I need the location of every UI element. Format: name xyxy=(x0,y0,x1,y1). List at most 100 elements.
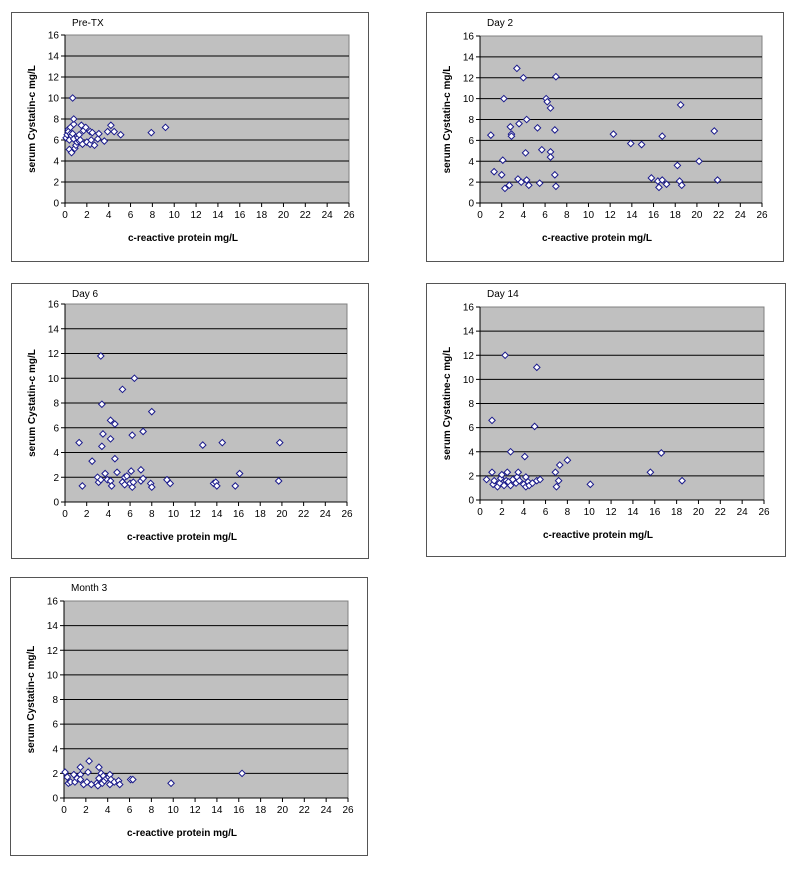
x-tick-label: 4 xyxy=(106,509,112,520)
data-point xyxy=(551,468,560,477)
data-point xyxy=(506,447,515,456)
x-tick-label: 8 xyxy=(149,509,155,520)
data-point xyxy=(552,72,560,81)
x-tick-label: 18 xyxy=(256,210,268,221)
data-point xyxy=(63,773,72,781)
data-point xyxy=(147,128,156,137)
x-tick-label: 6 xyxy=(127,509,133,520)
x-tick-label: 10 xyxy=(168,509,180,520)
data-point xyxy=(130,374,139,383)
x-tick-label: 16 xyxy=(233,805,245,816)
y-tick-label: 0 xyxy=(468,496,474,507)
y-tick-label: 4 xyxy=(468,447,474,458)
data-point xyxy=(94,129,103,138)
x-tick-label: 4 xyxy=(521,210,527,221)
chart-title: Pre-TX xyxy=(72,18,104,29)
x-tick-label: 22 xyxy=(715,507,727,518)
data-point xyxy=(161,123,170,132)
y-tick-label: 10 xyxy=(48,374,60,385)
data-point xyxy=(695,157,703,166)
data-point xyxy=(637,140,646,149)
data-point xyxy=(93,135,102,143)
data-point xyxy=(515,476,524,485)
x-axis-label: c-reactive protein mg/L xyxy=(543,530,653,541)
data-point xyxy=(563,456,572,465)
x-tick-label: 0 xyxy=(61,805,67,816)
y-tick-label: 6 xyxy=(53,136,59,147)
y-axis-label: serum Cystatine-c mg/L xyxy=(442,347,453,460)
data-point xyxy=(103,127,112,136)
data-point xyxy=(515,119,523,128)
x-tick-label: 12 xyxy=(606,507,618,518)
data-point xyxy=(517,178,526,187)
data-point xyxy=(97,400,106,409)
x-tick-label: 4 xyxy=(106,210,112,221)
data-point xyxy=(609,130,618,139)
x-tick-label: 8 xyxy=(149,805,155,816)
x-tick-label: 20 xyxy=(276,509,288,520)
data-point xyxy=(147,407,156,416)
data-point xyxy=(69,120,78,129)
data-point xyxy=(555,461,564,469)
y-tick-label: 14 xyxy=(463,327,475,338)
data-point xyxy=(139,427,147,436)
data-point xyxy=(626,139,635,148)
chart-title: Day 6 xyxy=(72,289,99,300)
y-tick-label: 14 xyxy=(48,52,60,63)
data-point xyxy=(490,476,499,485)
y-tick-label: 6 xyxy=(468,136,474,147)
x-tick-label: 20 xyxy=(693,507,705,518)
x-tick-label: 20 xyxy=(277,805,289,816)
data-point xyxy=(535,179,544,188)
data-point xyxy=(115,780,124,789)
y-tick-label: 16 xyxy=(463,303,475,314)
data-point xyxy=(498,156,507,165)
data-point xyxy=(85,757,94,765)
data-point xyxy=(212,482,221,490)
y-tick-label: 4 xyxy=(53,448,59,459)
data-point xyxy=(662,180,671,189)
data-point xyxy=(486,131,495,140)
data-point xyxy=(497,170,506,179)
data-point xyxy=(77,121,86,130)
data-point xyxy=(488,416,496,425)
data-point xyxy=(554,476,563,485)
data-point xyxy=(522,115,531,124)
y-tick-label: 16 xyxy=(463,32,475,43)
data-point xyxy=(677,181,686,190)
data-point xyxy=(107,482,116,490)
y-axis-label: serum Cystatin-c mg/L xyxy=(27,349,38,457)
y-tick-label: 8 xyxy=(468,399,474,410)
chart-title: Day 14 xyxy=(487,289,519,300)
x-tick-label: 12 xyxy=(191,210,203,221)
y-tick-label: 2 xyxy=(468,471,474,482)
data-point xyxy=(69,115,78,123)
x-tick-label: 12 xyxy=(190,509,202,520)
data-point xyxy=(67,148,76,157)
x-tick-label: 24 xyxy=(737,507,749,518)
y-axis-label: serum Cystatin-c mg/L xyxy=(442,66,453,174)
x-axis-label: c-reactive protein mg/L xyxy=(542,233,652,244)
y-axis-label: serum Cystatin-c mg/L xyxy=(26,646,37,754)
data-point xyxy=(503,468,512,477)
x-tick-label: 0 xyxy=(477,507,483,518)
data-point xyxy=(75,438,84,447)
data-point xyxy=(552,482,561,491)
data-point xyxy=(550,170,559,179)
x-tick-label: 16 xyxy=(234,210,246,221)
x-tick-label: 14 xyxy=(211,509,223,520)
x-tick-label: 12 xyxy=(190,805,202,816)
y-tick-label: 6 xyxy=(468,423,474,434)
data-point xyxy=(490,167,499,176)
data-point xyxy=(128,775,137,784)
y-tick-label: 10 xyxy=(47,670,59,681)
data-point xyxy=(122,472,131,480)
data-point xyxy=(522,176,531,184)
x-tick-label: 18 xyxy=(255,509,267,520)
data-point xyxy=(519,73,528,82)
y-tick-label: 2 xyxy=(52,769,58,780)
x-tick-label: 24 xyxy=(735,210,747,221)
data-point xyxy=(106,416,115,425)
y-tick-label: 2 xyxy=(53,178,59,189)
